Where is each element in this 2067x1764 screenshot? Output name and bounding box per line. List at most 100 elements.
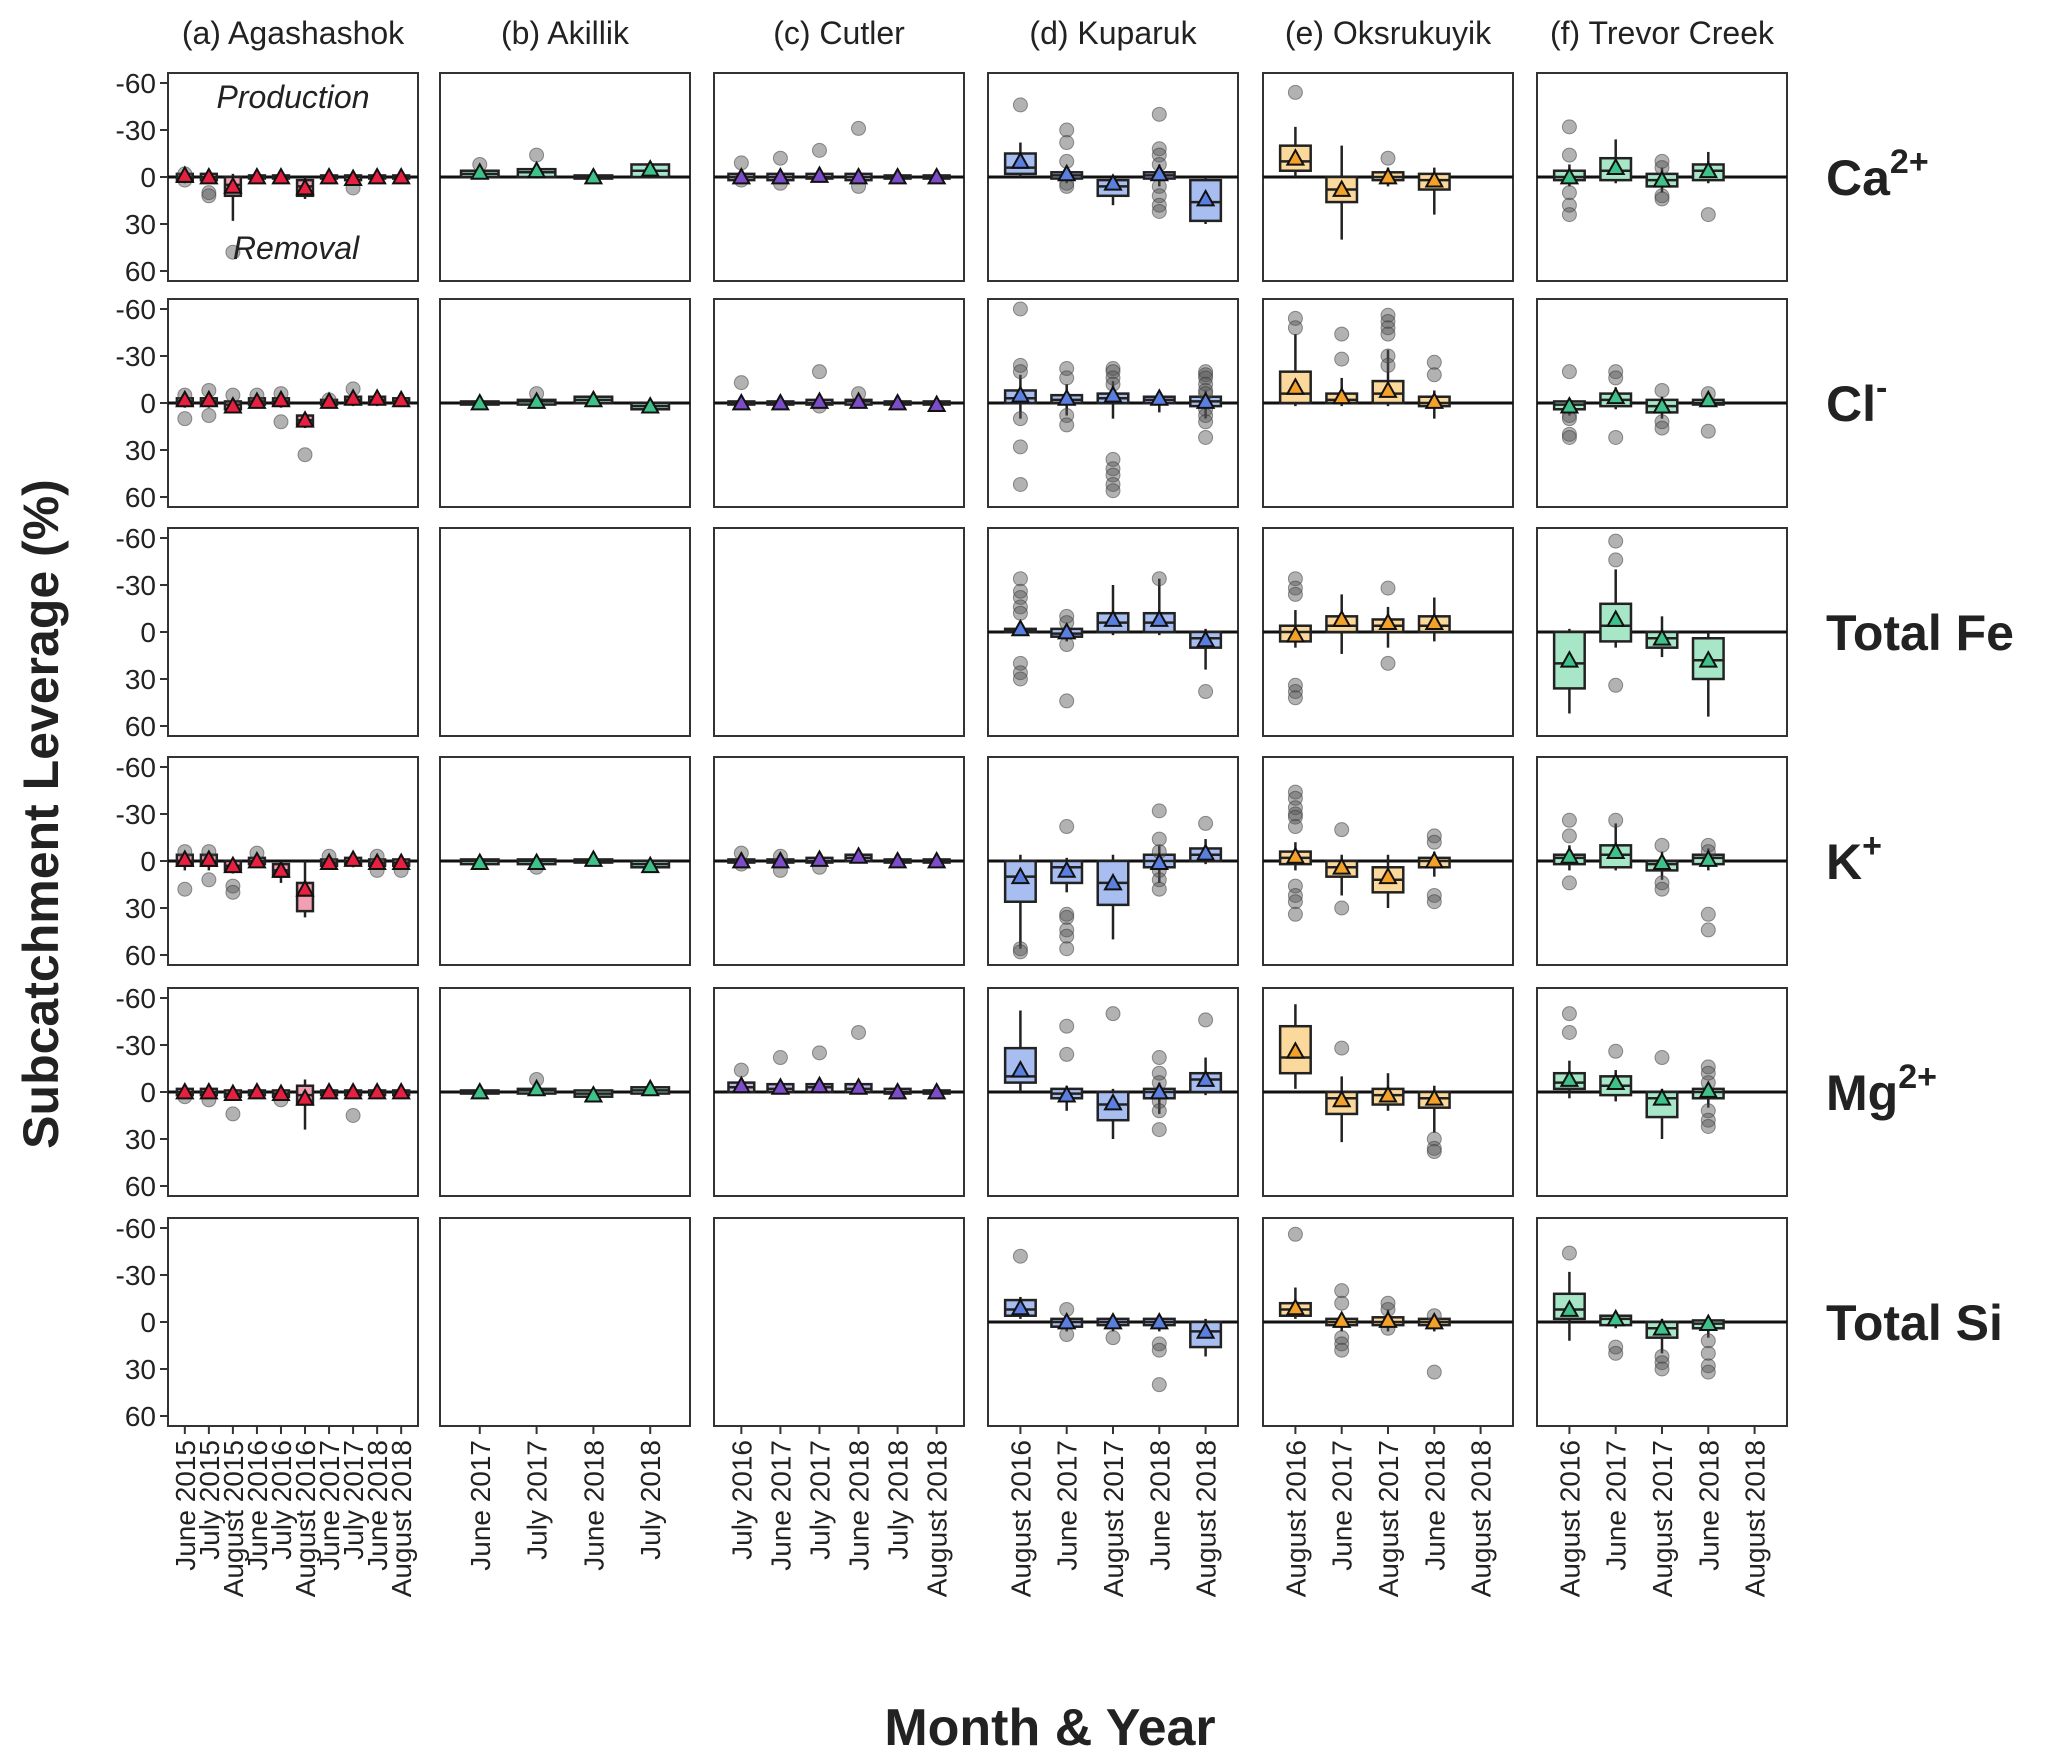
box-july-2017 — [516, 386, 557, 409]
outlier-point — [1561, 875, 1577, 891]
mean-triangle — [1010, 618, 1031, 637]
outlier-point — [1561, 207, 1577, 223]
mean-triangle — [926, 166, 947, 185]
x-category-trevor-creek-june-2018: June 2018 — [1693, 1440, 1724, 1571]
outlier-point — [1654, 837, 1670, 853]
x-category-kuparuk-june-2018: June 2018 — [1144, 1440, 1175, 1571]
outlier-point — [1287, 320, 1303, 336]
outlier-point — [1608, 677, 1624, 693]
outlier-point — [1151, 1377, 1167, 1393]
box-august-2018 — [391, 389, 411, 408]
column-title-kuparuk: (d) Kuparuk — [1029, 15, 1197, 51]
x-category-cutler-june-2018: June 2018 — [844, 1440, 875, 1571]
box-august-2015 — [223, 173, 243, 260]
mean-triangle — [223, 396, 243, 414]
outlier-point — [1287, 784, 1303, 800]
panel-trevor-creek-mg — [1536, 987, 1788, 1197]
mean-triangle — [1424, 170, 1444, 188]
box-july-2016 — [271, 166, 291, 185]
panel-frame — [713, 527, 965, 737]
box-june-2018 — [1691, 1059, 1725, 1134]
box-june-2016 — [247, 166, 267, 185]
outlier-point — [1198, 414, 1214, 430]
mean-triangle — [391, 166, 411, 185]
mean-triangle — [223, 176, 243, 194]
outlier-point — [772, 150, 788, 166]
y-axis-label: Subcatchment Leverage (%) — [13, 479, 69, 1149]
outlier-point — [1287, 887, 1303, 903]
outlier-point — [1012, 364, 1028, 380]
outlier-point — [1287, 819, 1303, 835]
box-june-2015 — [175, 844, 195, 897]
box-august-2017 — [1096, 1006, 1130, 1139]
outlier-point — [1334, 900, 1350, 916]
mean-triangle — [926, 1081, 947, 1100]
outlier-point — [1012, 439, 1028, 455]
box-august-2017 — [1096, 854, 1130, 940]
outlier-point — [1426, 1144, 1442, 1160]
box-june-2017 — [1050, 608, 1084, 709]
mean-triangle — [1606, 157, 1626, 175]
panel-akillik-totalsi — [439, 1217, 691, 1427]
mean-triangle — [887, 392, 908, 411]
mean-triangle — [1149, 609, 1169, 627]
outlier-point — [1198, 370, 1214, 386]
x-category-oksrukuyik-august-2017: August 2017 — [1373, 1440, 1404, 1597]
box-june-2017 — [1050, 1301, 1084, 1343]
y-tick-label: 60 — [125, 1171, 156, 1202]
mean-triangle — [1606, 1308, 1626, 1327]
outlier-point — [1012, 671, 1028, 687]
mean-triangle — [1606, 1072, 1626, 1090]
outlier-point — [1198, 429, 1214, 445]
mean-triangle — [770, 1077, 791, 1095]
mean-triangle — [770, 166, 791, 185]
panel-akillik-cl — [439, 298, 691, 508]
box-august-2016 — [1552, 812, 1586, 891]
outlier-point — [1287, 684, 1303, 700]
mean-triangle — [1332, 179, 1352, 197]
mean-triangle — [223, 1083, 243, 1101]
box-june-2017 — [1599, 1308, 1633, 1361]
box-june-2018 — [844, 1024, 873, 1095]
box-july-2017 — [516, 852, 557, 875]
mean-triangle — [526, 852, 547, 870]
box-june-2017 — [1325, 594, 1359, 654]
panel-cutler-ca — [713, 72, 965, 282]
box-june-2017 — [1050, 122, 1084, 194]
x-category-trevor-creek-august-2017: August 2017 — [1647, 1440, 1678, 1597]
mean-triangle — [247, 1081, 267, 1100]
box-august-2017 — [1371, 307, 1405, 407]
mean-triangle — [583, 166, 604, 185]
outlier-point — [1059, 1018, 1075, 1034]
mean-triangle — [640, 396, 660, 414]
mean-triangle — [1559, 846, 1580, 864]
box-june-2017 — [319, 166, 339, 185]
mean-triangle — [1652, 1088, 1672, 1106]
panel-akillik-totalfe — [439, 527, 691, 737]
outlier-point — [1561, 147, 1577, 163]
box-august-2016 — [1552, 1245, 1586, 1341]
box-june-2017 — [766, 392, 795, 411]
box-june-2018 — [1142, 1050, 1176, 1138]
mean-triangle — [367, 388, 387, 406]
box-july-2015 — [199, 844, 219, 888]
box-july-2017 — [516, 1071, 557, 1097]
mean-triangle — [583, 389, 604, 408]
y-tick-label: -60 — [116, 523, 156, 554]
mean-triangle — [1424, 391, 1444, 409]
x-category-akillik-july-2018: July 2018 — [635, 1440, 666, 1560]
box-august-2017 — [1371, 1295, 1405, 1336]
mean-triangle — [1285, 625, 1306, 643]
row-label-totalsi: Total Si — [1826, 1295, 2003, 1351]
box-june-2017 — [1599, 139, 1633, 184]
mean-triangle — [1378, 1085, 1398, 1103]
x-category-trevor-creek-june-2017: June 2017 — [1601, 1440, 1632, 1571]
box-june-2017 — [459, 852, 500, 870]
outlier-point — [1105, 476, 1121, 492]
outlier-point — [201, 188, 217, 204]
outlier-point — [1151, 1050, 1167, 1066]
mean-triangle — [223, 855, 243, 874]
box-june-2018 — [1142, 1311, 1176, 1393]
x-category-oksrukuyik-june-2018: June 2018 — [1419, 1440, 1450, 1571]
y-tick-label: 0 — [140, 1077, 156, 1108]
